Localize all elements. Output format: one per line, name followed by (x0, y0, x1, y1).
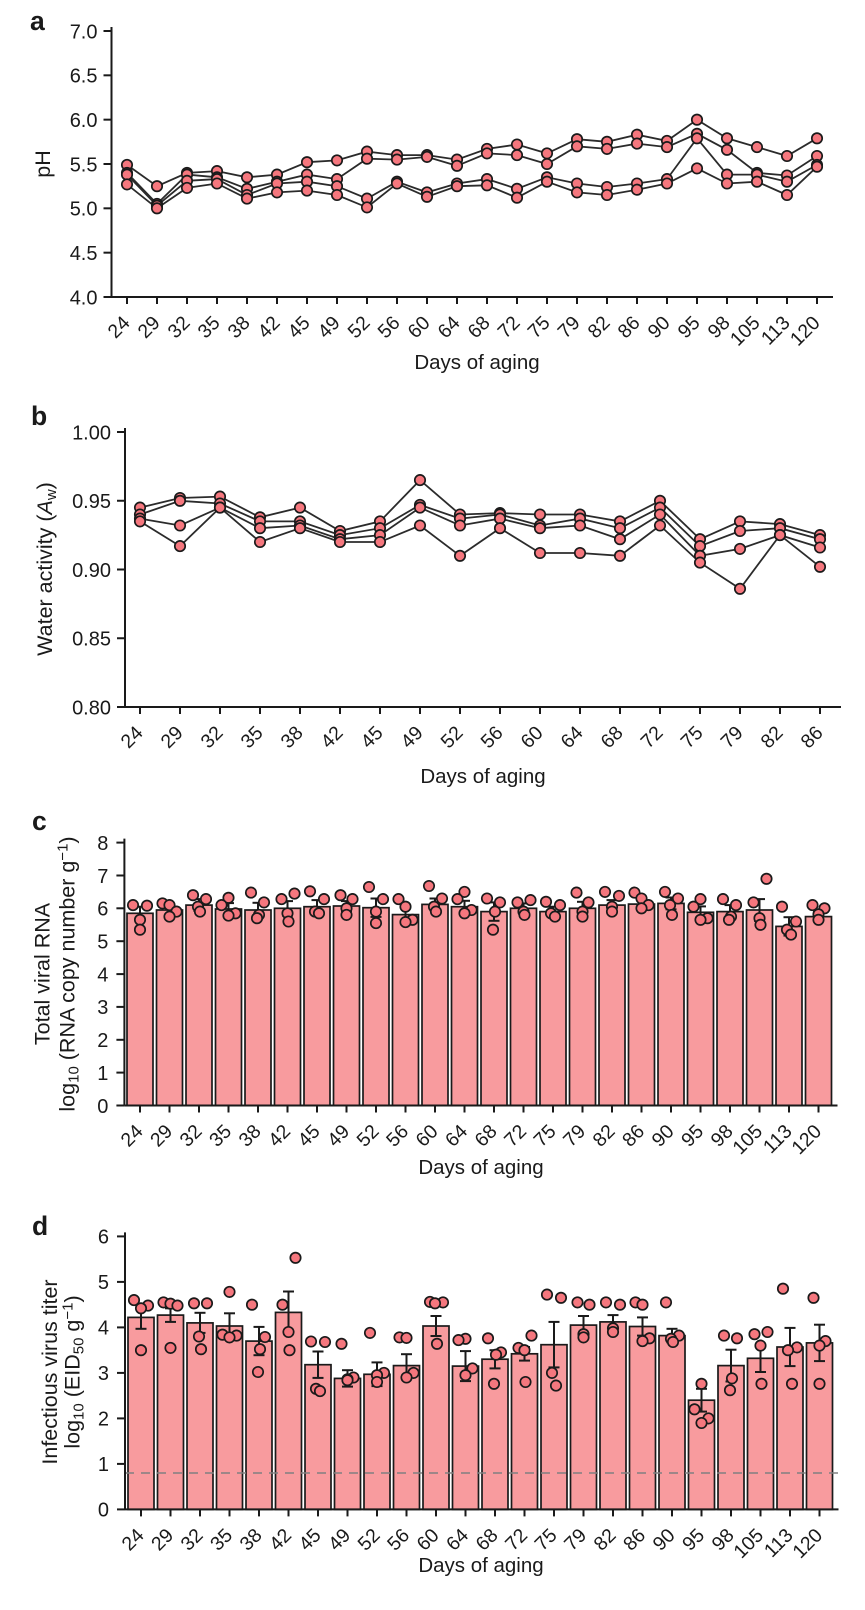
svg-text:5.0: 5.0 (70, 199, 98, 221)
svg-text:0.95: 0.95 (72, 491, 111, 513)
svg-text:4.0: 4.0 (70, 287, 98, 309)
svg-text:2: 2 (97, 1030, 108, 1052)
svg-text:0.90: 0.90 (72, 560, 111, 582)
svg-text:Days of aging: Days of aging (420, 765, 545, 788)
svg-text:0: 0 (97, 1096, 108, 1118)
svg-text:6.5: 6.5 (70, 66, 98, 88)
svg-text:Total viral RNA: Total viral RNA (31, 902, 55, 1045)
svg-text:0: 0 (98, 1500, 109, 1522)
svg-text:3: 3 (97, 997, 108, 1019)
svg-text:log10 (EID50 g−1): log10 (EID50 g−1) (60, 1295, 88, 1448)
svg-text:4: 4 (98, 1318, 109, 1340)
svg-text:0.85: 0.85 (72, 629, 111, 651)
svg-text:7.0: 7.0 (70, 21, 98, 43)
svg-text:4: 4 (97, 964, 108, 986)
svg-text:0.80: 0.80 (72, 697, 111, 719)
svg-text:2: 2 (98, 1409, 109, 1431)
svg-text:Water activity (Aw): Water activity (Aw) (33, 482, 60, 656)
svg-text:1: 1 (97, 1063, 108, 1085)
svg-text:4.5: 4.5 (70, 243, 98, 265)
svg-text:d: d (32, 1211, 48, 1241)
svg-text:Days of aging: Days of aging (418, 1156, 543, 1179)
svg-text:a: a (30, 6, 45, 36)
svg-text:Infectious virus titer: Infectious virus titer (38, 1279, 62, 1464)
svg-text:5: 5 (97, 932, 108, 954)
svg-text:c: c (32, 806, 47, 836)
svg-text:5.5: 5.5 (70, 154, 98, 176)
svg-text:1.00: 1.00 (72, 422, 111, 444)
svg-text:8: 8 (97, 833, 108, 855)
svg-text:6.0: 6.0 (70, 110, 98, 132)
svg-text:Days of aging: Days of aging (414, 351, 539, 374)
svg-text:log10 (RNA copy number g−1): log10 (RNA copy number g−1) (55, 836, 83, 1111)
svg-text:7: 7 (97, 866, 108, 888)
svg-text:6: 6 (98, 1227, 109, 1249)
svg-text:6: 6 (97, 899, 108, 921)
svg-text:b: b (31, 401, 47, 431)
svg-text:Days of aging: Days of aging (418, 1554, 543, 1577)
svg-text:pH: pH (31, 150, 55, 177)
svg-text:3: 3 (98, 1363, 109, 1385)
svg-text:1: 1 (98, 1454, 109, 1476)
svg-text:5: 5 (98, 1272, 109, 1294)
